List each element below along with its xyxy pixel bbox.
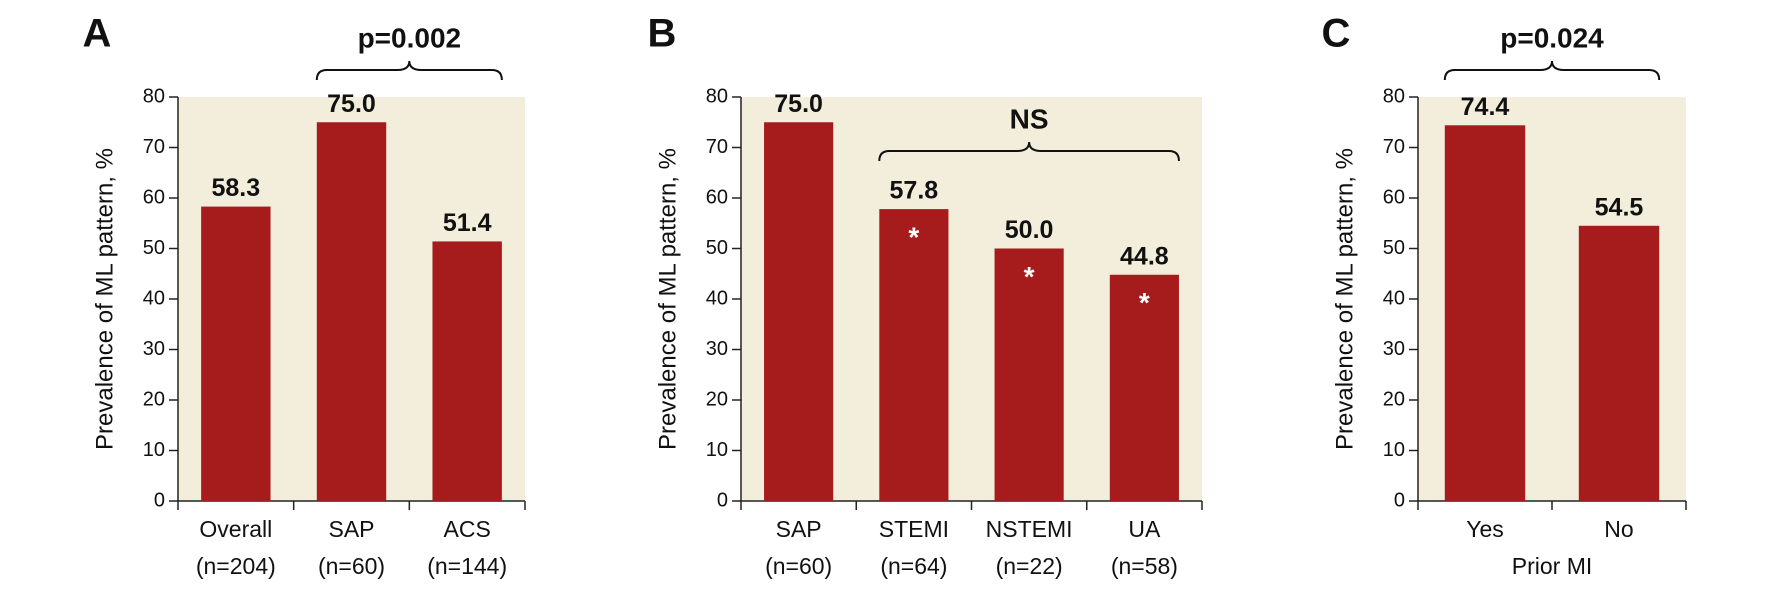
y-tick-label: 0 <box>1394 489 1405 511</box>
bar <box>764 122 834 501</box>
y-tick-label: 50 <box>143 237 165 259</box>
panel-label: A <box>83 12 112 56</box>
value-label: 75.0 <box>774 90 823 118</box>
value-label: 75.0 <box>327 90 376 118</box>
x-tick-label: UA <box>1128 516 1161 542</box>
value-label: 57.8 <box>890 177 939 205</box>
y-tick-label: 30 <box>143 338 165 360</box>
significance-marker: * <box>908 222 919 253</box>
y-tick-label: 20 <box>143 388 165 410</box>
bar <box>994 248 1064 501</box>
x-tick-label: STEMI <box>879 516 949 542</box>
sample-size: (n=22) <box>996 553 1063 579</box>
x-tick-label: No <box>1604 516 1633 542</box>
y-axis-label: Prevalence of ML pattern, % <box>91 148 118 450</box>
bar <box>1109 274 1179 501</box>
x-tick-label: Overall <box>199 516 272 542</box>
value-label: 54.5 <box>1595 193 1644 221</box>
value-label: 44.8 <box>1120 242 1169 270</box>
bar <box>316 122 387 501</box>
y-axis-label: Prevalence of ML pattern, % <box>654 148 681 450</box>
panel-label: C <box>1322 12 1351 56</box>
x-tick-label: Yes <box>1466 516 1504 542</box>
sample-size: (n=58) <box>1111 553 1178 579</box>
value-label: 51.4 <box>443 209 492 237</box>
bar <box>201 206 271 501</box>
y-tick-label: 40 <box>143 287 165 309</box>
value-label: 58.3 <box>211 174 260 202</box>
y-tick-label: 70 <box>706 136 728 158</box>
y-tick-label: 50 <box>706 237 728 259</box>
bracket <box>878 141 1180 162</box>
y-tick-label: 0 <box>717 489 728 511</box>
y-tick-label: 10 <box>706 439 728 461</box>
y-tick-label: 70 <box>143 136 165 158</box>
significance-marker: * <box>1024 261 1035 292</box>
annotation: NS <box>1010 103 1049 134</box>
bracket <box>1443 60 1661 81</box>
y-tick-label: 70 <box>1383 136 1405 158</box>
x-tick-label: NSTEMI <box>986 516 1073 542</box>
annotation: p=0.024 <box>1500 22 1604 53</box>
value-label: 74.4 <box>1461 93 1510 121</box>
y-tick-label: 10 <box>1383 439 1405 461</box>
y-tick-label: 80 <box>706 85 728 107</box>
y-tick-label: 0 <box>154 489 165 511</box>
y-tick-label: 40 <box>706 287 728 309</box>
bar <box>1444 125 1526 501</box>
sample-size: (n=60) <box>318 553 385 579</box>
sample-size: (n=64) <box>880 553 947 579</box>
annotation: p=0.002 <box>358 22 462 53</box>
bar <box>1578 225 1660 501</box>
bar <box>432 241 502 501</box>
x-tick-label: SAP <box>328 516 374 542</box>
x-axis-label: Prior MI <box>1512 553 1593 579</box>
y-tick-label: 30 <box>706 338 728 360</box>
sample-size: (n=204) <box>196 553 276 579</box>
y-tick-label: 40 <box>1383 287 1405 309</box>
bar <box>879 209 949 502</box>
y-tick-label: 80 <box>1383 85 1405 107</box>
y-tick-label: 20 <box>706 388 728 410</box>
y-tick-label: 50 <box>1383 237 1405 259</box>
y-tick-label: 60 <box>1383 186 1405 208</box>
y-tick-label: 30 <box>1383 338 1405 360</box>
y-axis-label: Prevalence of ML pattern, % <box>1331 148 1358 450</box>
y-tick-label: 80 <box>143 85 165 107</box>
y-tick-label: 60 <box>706 186 728 208</box>
x-tick-label: ACS <box>444 516 491 542</box>
y-tick-label: 60 <box>143 186 165 208</box>
x-tick-label: SAP <box>776 516 822 542</box>
sample-size: (n=144) <box>427 553 507 579</box>
y-tick-label: 10 <box>143 439 165 461</box>
bracket <box>315 60 503 81</box>
significance-marker: * <box>1139 287 1150 318</box>
value-label: 50.0 <box>1005 216 1054 244</box>
y-tick-label: 20 <box>1383 388 1405 410</box>
sample-size: (n=60) <box>765 553 832 579</box>
panel-label: B <box>648 12 677 56</box>
